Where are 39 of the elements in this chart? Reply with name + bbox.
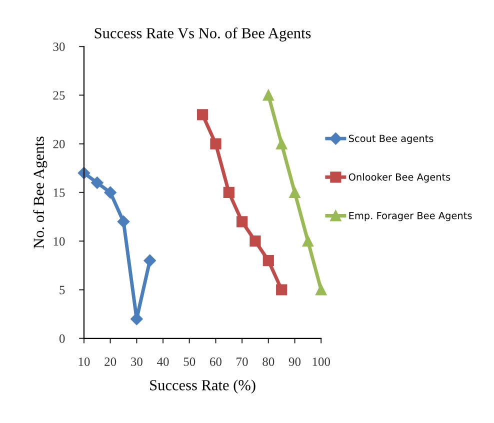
point: [276, 284, 288, 296]
y-tick-label: 0: [59, 334, 65, 343]
point: [91, 176, 104, 189]
point: [250, 236, 261, 247]
legend-label: Onlooker Bee Agents: [348, 173, 450, 183]
point: [236, 216, 248, 228]
point: [144, 254, 156, 267]
x-tick-label: 50: [184, 358, 196, 366]
point: [223, 186, 234, 198]
x-tick-label: 80: [262, 358, 274, 366]
point: [196, 109, 208, 120]
point: [276, 138, 288, 150]
x-axis-title: Success Rate (%): [150, 380, 256, 394]
x-tick-label: 10: [78, 358, 90, 366]
x-tick-label: 70: [236, 358, 248, 366]
point: [316, 284, 327, 296]
y-axis-title: No. of Bee Agents: [33, 136, 48, 248]
x-tick-label: 40: [157, 358, 169, 366]
legend-label: Scout Bee agents: [348, 134, 434, 144]
point: [262, 255, 274, 266]
point: [104, 186, 116, 199]
point: [302, 236, 314, 247]
y-tick-label: 5: [60, 286, 65, 294]
point: [210, 138, 222, 150]
x-tick-label: 60: [210, 358, 222, 366]
legend-label: Emp. Forager Bee Agents: [349, 212, 472, 222]
point: [289, 186, 300, 198]
y-tick-label: 10: [54, 237, 65, 246]
x-tick-label: 90: [288, 358, 301, 366]
y-tick-label: 25: [53, 91, 65, 100]
x-tick-label: 20: [104, 358, 116, 366]
y-tick-label: 30: [53, 42, 65, 51]
y-tick-label: 20: [53, 140, 65, 148]
chart-title: Success Rate Vs No. of Bee Agents: [94, 27, 311, 42]
point: [262, 90, 274, 101]
point: [117, 216, 130, 228]
x-tick-label: 30: [131, 358, 142, 366]
x-tick-label: 100: [312, 358, 330, 366]
y-tick-label: 15: [54, 188, 65, 197]
